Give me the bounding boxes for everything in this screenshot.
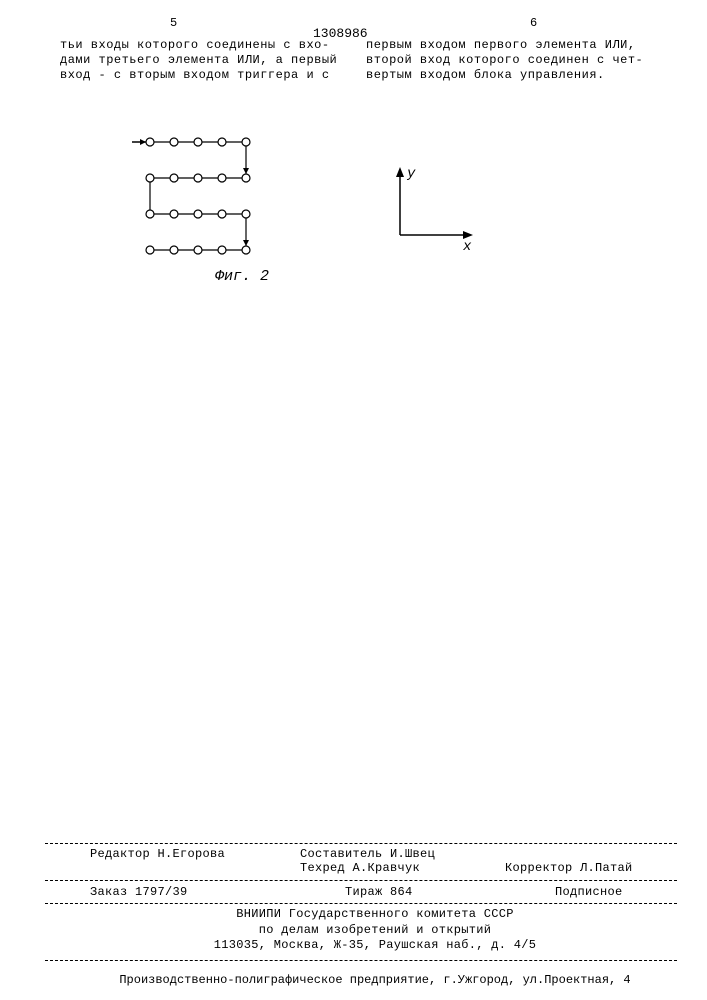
org-line-2: по делам изобретений и открытий — [45, 923, 705, 939]
order-label: Заказ 1797/39 — [90, 885, 188, 899]
org-line-1: ВНИИПИ Государственного комитета СССР — [45, 907, 705, 923]
right-column-text: первым входом первого элемента ИЛИ, втор… — [366, 38, 666, 83]
footer-text: Производственно-полиграфическое предприя… — [45, 973, 705, 987]
separator-line — [45, 880, 677, 881]
left-column-text: тьи входы которого соединены с вхо- дами… — [60, 38, 340, 83]
organization-block: ВНИИПИ Государственного комитета СССР по… — [45, 907, 705, 954]
figure-diagram — [130, 130, 290, 269]
editor-label: Редактор Н.Егорова — [90, 847, 225, 861]
tekhed-label: Техред А.Кравчук — [300, 861, 420, 875]
corrector-label: Корректор Л.Патай — [505, 861, 633, 875]
separator-line — [45, 903, 677, 904]
compiler-label: Составитель И.Швец — [300, 847, 435, 861]
separator-line — [45, 960, 677, 961]
axis-y-label: y — [406, 166, 416, 182]
separator-line — [45, 843, 677, 844]
figure-caption: Фиг. 2 — [215, 268, 269, 285]
page-number-right: 6 — [530, 16, 537, 30]
axis-x-label: x — [462, 239, 472, 255]
org-line-3: 113035, Москва, Ж-35, Раушская наб., д. … — [45, 938, 705, 954]
axis-diagram: y x — [385, 165, 485, 259]
page-number-left: 5 — [170, 16, 177, 30]
podpisnoe-label: Подписное — [555, 885, 623, 899]
tirazh-label: Тираж 864 — [345, 885, 413, 899]
